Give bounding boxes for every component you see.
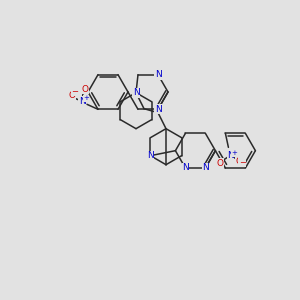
Text: N: N [227,151,234,160]
Text: O: O [217,159,224,168]
Text: N: N [154,70,161,79]
Text: N: N [79,97,86,106]
Text: N: N [182,164,189,172]
Text: N: N [154,105,161,114]
Text: +: + [232,150,237,156]
Text: +: + [83,95,89,101]
Text: N: N [202,164,209,172]
Text: N: N [133,88,140,97]
Text: −: − [239,158,246,167]
Text: O: O [236,157,243,166]
Text: N: N [147,151,154,160]
Text: O: O [82,85,88,94]
Text: O: O [68,91,76,100]
Text: −: − [71,87,79,96]
